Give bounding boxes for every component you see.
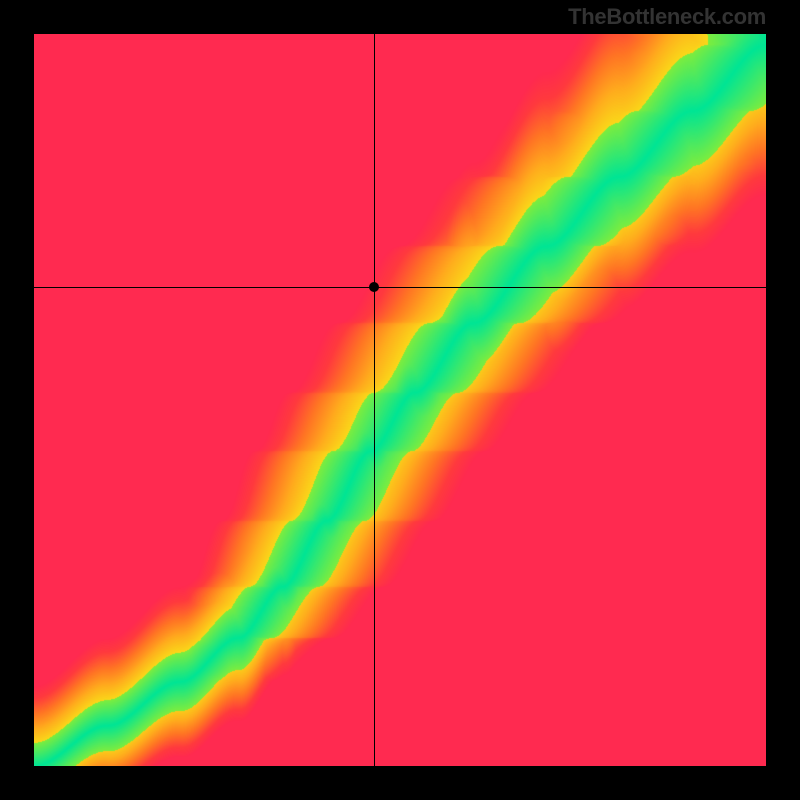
crosshair-marker	[369, 282, 379, 292]
crosshair-horizontal	[34, 287, 766, 288]
plot-area	[34, 34, 766, 766]
bottleneck-heatmap	[34, 34, 766, 766]
crosshair-vertical	[374, 34, 375, 766]
watermark-text: TheBottleneck.com	[568, 4, 766, 30]
